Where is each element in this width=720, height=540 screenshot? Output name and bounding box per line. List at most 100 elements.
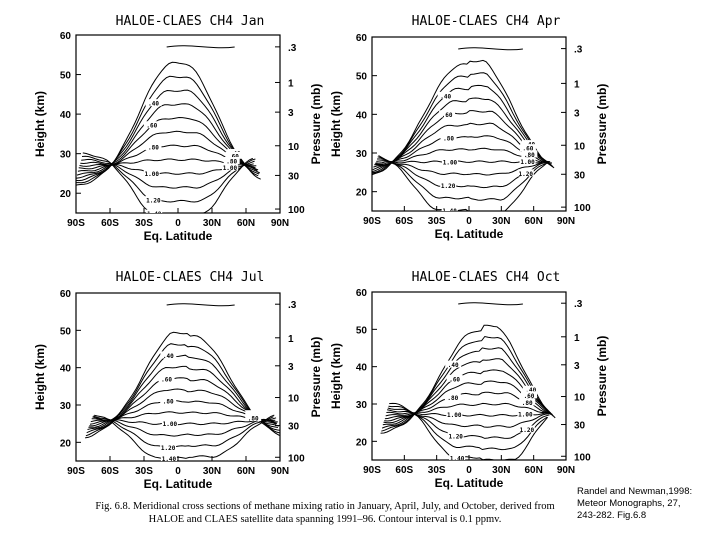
pressure-tick-label: 1 <box>574 79 580 90</box>
contour-line <box>76 89 260 182</box>
contour-label-bg <box>145 143 162 151</box>
caption-fig-label: Fig. 6.8. <box>95 501 131 512</box>
x-tick-label: 60S <box>395 465 413 476</box>
contour-label-bg <box>445 360 462 368</box>
x-tick-label: 90S <box>363 216 381 227</box>
contour-line <box>458 47 523 51</box>
x-tick-label: 60N <box>524 465 542 476</box>
contour-label: 1.40 <box>162 456 177 463</box>
contour-label-bg <box>143 121 160 129</box>
contour-line <box>374 147 550 165</box>
plot-frame <box>371 291 567 461</box>
chart-panel: HALOE-CLAES CH4 Oct 20 30 40 50 60 90S 60S 30S 0 3… <box>329 270 609 490</box>
contour-label: .80 <box>248 416 259 423</box>
contour-line <box>389 402 549 460</box>
x-tick-label: 30N <box>203 218 221 229</box>
contour-label: 1.00 <box>163 421 178 428</box>
x-tick-label: 60S <box>395 216 413 227</box>
contour-line <box>377 156 550 201</box>
contour-label-bg <box>520 391 537 399</box>
contour-line <box>376 160 548 176</box>
pressure-tick-label: 3 <box>574 361 580 372</box>
contour-label-bg <box>517 169 534 177</box>
contour-line <box>372 59 555 176</box>
contour-label-bg <box>449 453 466 460</box>
contour-label: .60 <box>449 376 460 383</box>
y-tick-label: 50 <box>356 325 368 336</box>
pressure-tick-label: 1 <box>288 334 294 345</box>
chart-title: HALOE-CLAES CH4 Oct <box>412 270 561 285</box>
caption-text: Meridional cross sections of methane mix… <box>133 501 555 525</box>
contour-label-bg <box>437 91 454 99</box>
contour-line <box>81 158 255 189</box>
contour-label: 1.00 <box>443 160 458 167</box>
contour-label: 1.40 <box>442 208 457 215</box>
contour-label: 1.20 <box>448 434 463 441</box>
x-tick-label: 90S <box>67 466 85 477</box>
contour-label: 1.20 <box>519 171 534 178</box>
contour-label-bg <box>519 144 536 152</box>
contour-label-bg <box>143 169 160 177</box>
contour-line <box>87 365 278 430</box>
chart-panel: HALOE-CLAES CH4 Jul 20 30 40 50 60 90S 60S 30S 0 3… <box>33 270 323 491</box>
x-tick-label: 30S <box>135 218 153 229</box>
y-tick-label: 60 <box>60 31 72 42</box>
contour-label: .80 <box>163 398 174 405</box>
y-axis-label-left: Height (km) <box>329 91 343 157</box>
contour-group: .40.60.801.001.201.40.40.60.801.001.20 <box>380 302 556 460</box>
contour-label: .80 <box>524 152 535 159</box>
contour-label-bg <box>223 156 240 164</box>
contour-label-bg <box>521 140 538 148</box>
contour-label-bg <box>225 151 242 159</box>
chart-title: HALOE-CLAES CH4 Apr <box>412 14 561 29</box>
contour-group: .40.60.801.001.201.40.40.60.801.001.20 <box>372 47 555 215</box>
contour-line <box>76 116 258 176</box>
contour-line <box>166 45 235 49</box>
y-tick-label: 50 <box>60 326 72 337</box>
x-tick-label: 60S <box>101 466 119 477</box>
contour-label: .60 <box>522 146 533 153</box>
contour-label-bg <box>446 410 463 418</box>
contour-label: 1.20 <box>161 445 176 452</box>
x-tick-label: 60S <box>101 218 119 229</box>
y-tick-label: 30 <box>60 150 72 161</box>
figure-caption: Fig. 6.8. Meridional cross sections of m… <box>80 500 570 526</box>
x-tick-label: 60N <box>237 466 255 477</box>
contour-line <box>372 97 554 173</box>
pressure-tick-label: .3 <box>288 300 297 311</box>
contour-label-bg <box>441 158 458 166</box>
y-axis-label-right: Pressure (mb) <box>595 84 609 165</box>
contour-label: .80 <box>447 395 458 402</box>
x-tick-label: 0 <box>175 466 181 477</box>
y-axis-label-right: Pressure (mb) <box>309 84 323 165</box>
x-tick-label: 0 <box>175 218 181 229</box>
x-tick-label: 30S <box>135 466 153 477</box>
contour-label-bg <box>160 443 177 451</box>
contour-label: .80 <box>148 145 159 152</box>
contour-label: .40 <box>525 387 536 394</box>
y-tick-label: 40 <box>60 364 72 375</box>
x-tick-label: 90N <box>557 465 575 476</box>
x-tick-label: 90N <box>271 218 289 229</box>
contour-label-bg <box>221 163 238 171</box>
contour-label-bg <box>146 209 163 213</box>
pressure-tick-label: 3 <box>288 108 294 119</box>
y-axis-label-right: Pressure (mb) <box>595 336 609 417</box>
contour-line <box>380 324 556 434</box>
contour-label-bg <box>518 425 535 433</box>
y-axis-label-right: Pressure (mb) <box>309 337 323 418</box>
contour-label: .80 <box>443 135 454 142</box>
y-tick-label: 20 <box>60 438 72 449</box>
contour-label-bg <box>440 133 457 141</box>
pressure-tick-label: 1 <box>574 333 580 344</box>
contour-label: 1.00 <box>447 412 462 419</box>
y-tick-label: 20 <box>60 189 72 200</box>
x-tick-label: 30N <box>492 465 510 476</box>
contour-label-bg <box>521 150 538 158</box>
pressure-tick-label: 30 <box>574 421 586 432</box>
pressure-tick-label: 3 <box>288 362 294 373</box>
contour-label-bg <box>145 99 162 107</box>
pressure-tick-label: 100 <box>288 205 305 216</box>
contour-label: 1.00 <box>223 165 238 172</box>
